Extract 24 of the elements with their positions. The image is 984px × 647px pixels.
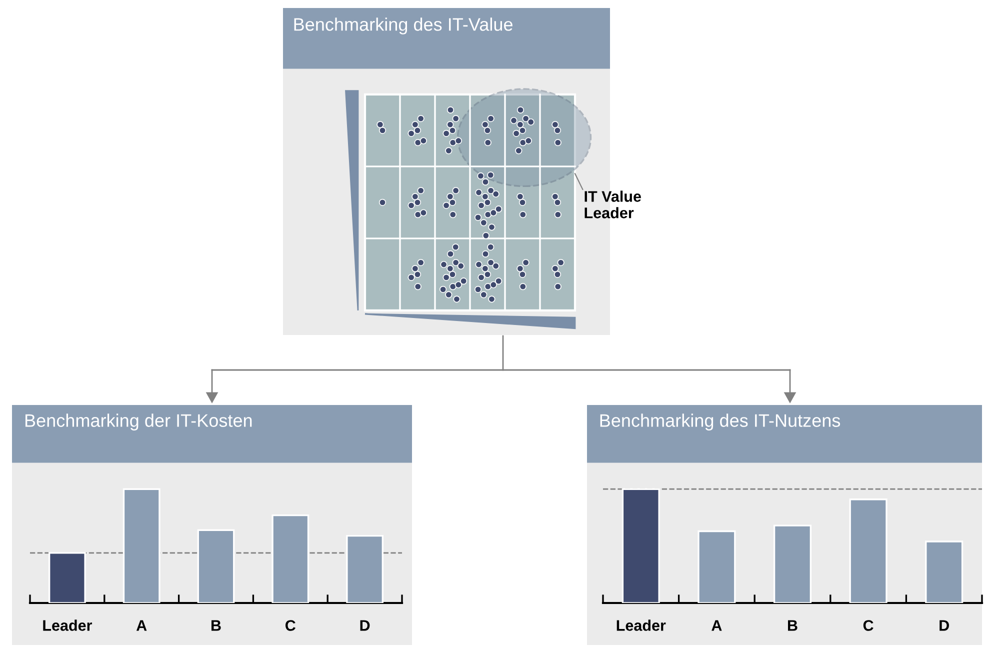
chart-title: Benchmarking der IT-Kosten [25,414,252,431]
x-tick-label: Leader [616,620,666,631]
bar [197,529,235,603]
x-tick-label: B [788,620,798,631]
bar [272,514,310,603]
bar [122,488,160,603]
x-tick-label: C [286,620,296,631]
x-tick-label: D [360,620,370,631]
bar [773,524,812,603]
x-tick-label: Leader [43,620,92,631]
text: IT Value Leader [584,190,641,218]
bar [622,488,660,603]
chart-title: Benchmarking des IT-Nutzens [600,414,840,431]
x-tick-label: C [863,620,874,631]
bar [849,498,888,603]
x-tick-label: A [712,620,722,631]
x-tick-label: B [212,620,221,631]
bar [346,534,384,603]
bar [48,552,86,603]
text: Benchmarking des IT-Value [294,18,512,34]
bar [925,540,964,603]
x-tick-label: A [136,620,147,631]
bar [698,530,736,603]
x-tick-label: D [940,620,949,631]
